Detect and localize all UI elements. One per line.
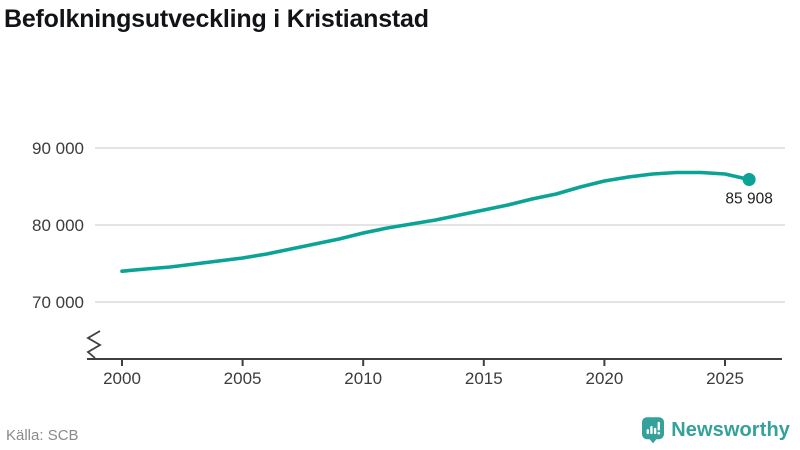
x-tick-label: 2025 bbox=[706, 369, 744, 388]
population-line bbox=[120, 170, 751, 274]
y-tick-label: 70 000 bbox=[32, 293, 84, 312]
y-tick-label: 90 000 bbox=[32, 139, 84, 158]
newsworthy-bubble-barchart-icon bbox=[642, 417, 665, 444]
x-tick-label: 2020 bbox=[585, 369, 623, 388]
x-tick-label: 2005 bbox=[224, 369, 262, 388]
axis-break-icon bbox=[86, 330, 102, 359]
end-point-label: 85 908 bbox=[725, 191, 772, 208]
newsworthy-wordmark: Newsworthy bbox=[671, 419, 790, 441]
x-tick-label: 2010 bbox=[344, 369, 382, 388]
newsworthy-logo: Newsworthy bbox=[642, 417, 790, 444]
end-point-dot bbox=[742, 173, 756, 187]
chart-title: Befolkningsutveckling i Kristianstad bbox=[4, 5, 429, 33]
y-tick-label: 80 000 bbox=[32, 216, 84, 235]
x-tick-label: 2000 bbox=[103, 369, 141, 388]
x-tick-label: 2015 bbox=[465, 369, 503, 388]
source-note: Källa: SCB bbox=[6, 427, 79, 444]
